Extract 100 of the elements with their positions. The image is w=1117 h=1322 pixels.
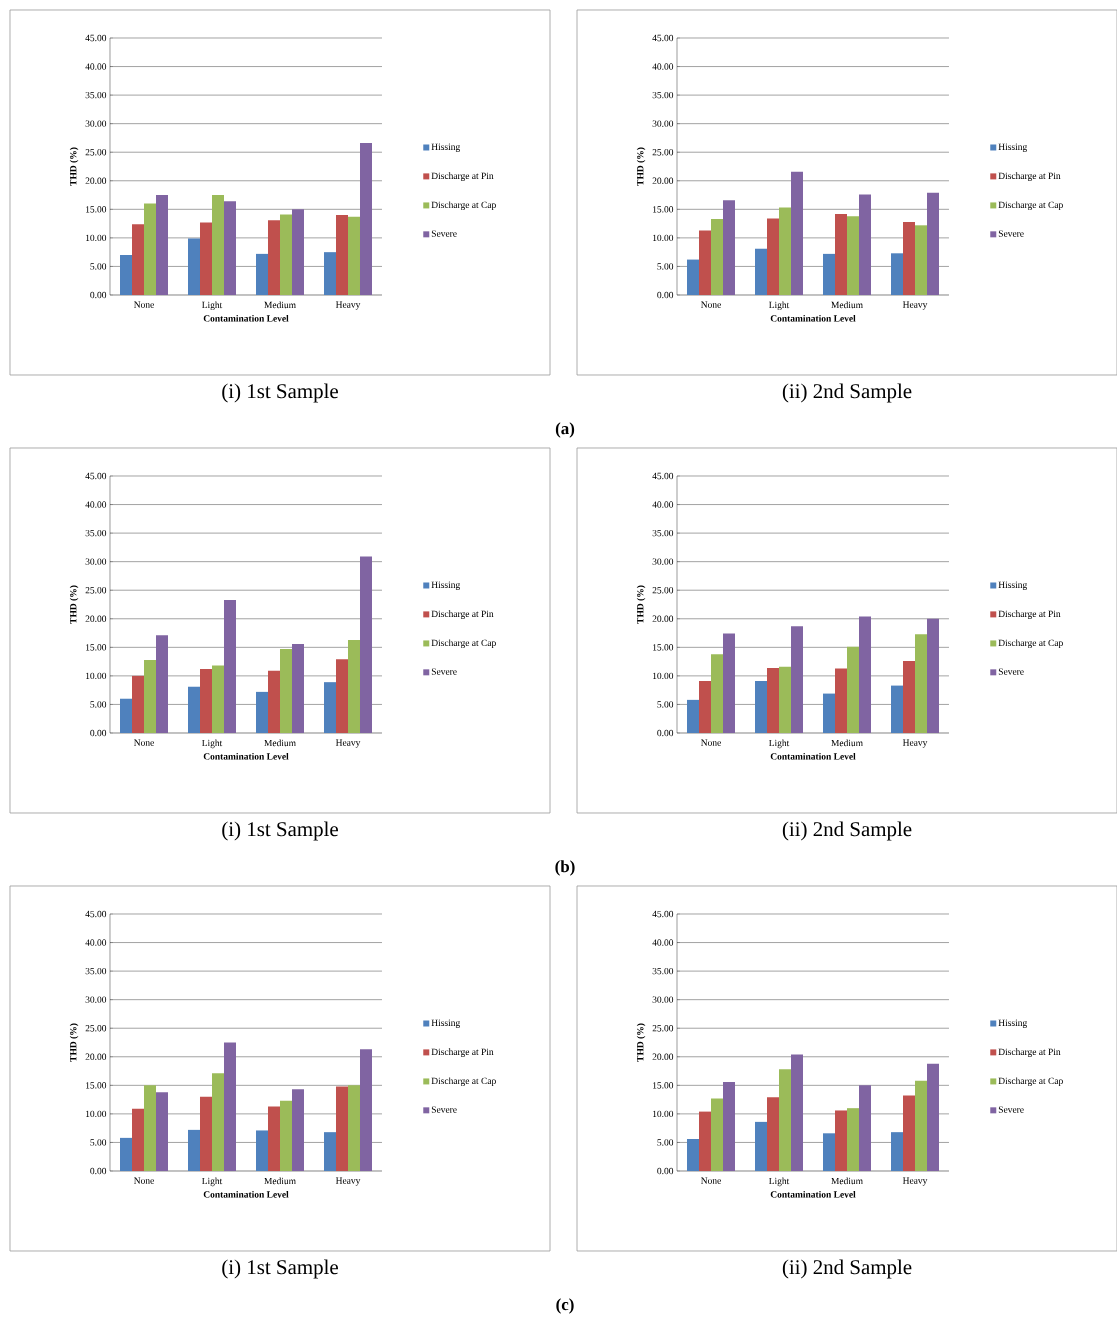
x-axis-title: Contamination Level	[770, 314, 856, 322]
bar	[279, 1100, 292, 1171]
y-tick-label: 0.00	[90, 729, 106, 737]
y-tick-label: 45.00	[85, 34, 106, 42]
bar	[822, 253, 835, 295]
y-tick-label: 15.00	[85, 1082, 106, 1089]
y-tick-label: 5.00	[90, 701, 106, 708]
y-tick-label: 5.00	[657, 263, 673, 270]
y-axis-title: THD (%)	[636, 585, 646, 624]
text: (ii) 2nd Sample	[782, 821, 912, 841]
y-tick-label: 40.00	[85, 939, 106, 946]
bar	[267, 1106, 280, 1171]
bar	[890, 253, 903, 295]
bar	[698, 681, 711, 733]
bar	[890, 685, 903, 733]
x-tick-label: Light	[768, 739, 790, 749]
y-tick-label: 20.00	[85, 1053, 106, 1060]
legend-label: Discharge at Pin	[998, 172, 1061, 181]
x-tick-label: Medium	[264, 301, 296, 309]
y-tick-label: 20.00	[652, 177, 673, 184]
legend-label: Hissing	[431, 143, 460, 152]
bar	[119, 1137, 132, 1171]
legend-label: Discharge at Pin	[431, 172, 494, 181]
bar	[323, 252, 336, 295]
bar	[143, 659, 156, 733]
legend-label: Severe	[998, 668, 1024, 675]
y-tick-label: 25.00	[652, 587, 673, 594]
y-tick-label: 25.00	[85, 587, 106, 594]
legend-label: Discharge at Cap	[431, 639, 496, 649]
legend-label: Discharge at Cap	[431, 1077, 496, 1087]
bar	[926, 1063, 939, 1171]
y-tick-label: 30.00	[652, 996, 673, 1003]
bar	[686, 1139, 699, 1171]
x-tick-label: Heavy	[335, 301, 361, 310]
y-tick-label: 35.00	[652, 91, 673, 99]
y-tick-label: 0.00	[657, 729, 673, 737]
y-tick-label: 15.00	[652, 1082, 673, 1089]
bar	[255, 253, 268, 295]
x-tick-label: Light	[768, 1177, 790, 1187]
y-tick-label: 40.00	[85, 501, 106, 508]
legend-label: Severe	[431, 1106, 457, 1113]
bar	[335, 1086, 348, 1171]
y-tick-label: 5.00	[657, 701, 673, 708]
y-tick-label: 0.00	[90, 1167, 106, 1175]
y-tick-label: 30.00	[652, 558, 673, 565]
x-tick-label: Heavy	[902, 739, 928, 748]
y-tick-label: 15.00	[652, 644, 673, 651]
bar	[323, 682, 336, 733]
bar	[223, 599, 236, 733]
bar	[335, 215, 348, 295]
y-tick-label: 10.00	[652, 672, 673, 680]
bar	[211, 665, 224, 733]
bar	[846, 646, 859, 733]
x-tick-label: None	[700, 739, 721, 746]
x-tick-label: Light	[201, 739, 223, 749]
legend-label: Hissing	[998, 581, 1027, 590]
legend-label: Discharge at Cap	[998, 1077, 1063, 1087]
y-axis-title: THD (%)	[636, 1023, 646, 1062]
y-tick-label: 5.00	[90, 1139, 106, 1146]
y-tick-label: 45.00	[85, 910, 106, 918]
x-tick-label: Medium	[831, 301, 863, 309]
bar	[291, 209, 304, 295]
x-tick-label: None	[700, 301, 721, 308]
bar	[834, 1110, 847, 1171]
bar	[131, 675, 144, 733]
bar	[267, 670, 280, 733]
y-tick-label: 45.00	[85, 472, 106, 480]
x-tick-label: Light	[768, 301, 790, 311]
legend-label: Discharge at Cap	[431, 201, 496, 211]
bar	[790, 626, 803, 733]
y-tick-label: 40.00	[652, 63, 673, 70]
y-tick-label: 40.00	[652, 939, 673, 946]
bar	[359, 143, 372, 295]
bar	[902, 221, 915, 295]
bar	[858, 1085, 871, 1171]
y-axis-title: THD (%)	[69, 1023, 79, 1062]
y-tick-label: 40.00	[85, 63, 106, 70]
bar	[698, 1111, 711, 1171]
bar	[347, 639, 360, 733]
bar	[778, 207, 791, 295]
y-tick-label: 5.00	[90, 263, 106, 270]
bar	[686, 699, 699, 733]
y-axis-title: THD (%)	[636, 147, 646, 186]
x-tick-label: Heavy	[902, 301, 928, 310]
y-tick-label: 0.00	[657, 1167, 673, 1175]
bar	[359, 1049, 372, 1171]
bar	[335, 659, 348, 733]
legend-label: Hissing	[998, 1019, 1027, 1028]
legend-label: Discharge at Pin	[998, 610, 1061, 619]
legend-label: Severe	[431, 230, 457, 237]
bar	[766, 218, 779, 295]
legend-label: Severe	[998, 1106, 1024, 1113]
x-tick-label: Heavy	[335, 1177, 361, 1186]
bar	[119, 698, 132, 733]
bar	[722, 1081, 735, 1171]
x-tick-label: Medium	[831, 739, 863, 747]
legend-label: Severe	[998, 230, 1024, 237]
bar	[155, 195, 168, 295]
x-tick-label: None	[700, 1177, 721, 1184]
bar	[255, 691, 268, 733]
